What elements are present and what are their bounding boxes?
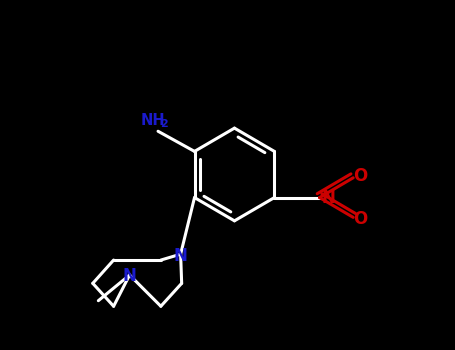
Text: 2: 2 xyxy=(160,119,167,129)
Text: N: N xyxy=(321,189,335,206)
Text: N: N xyxy=(174,246,187,265)
Text: O: O xyxy=(353,167,367,186)
Text: NH: NH xyxy=(141,113,165,128)
Text: O: O xyxy=(353,210,367,228)
Text: N: N xyxy=(123,267,136,285)
